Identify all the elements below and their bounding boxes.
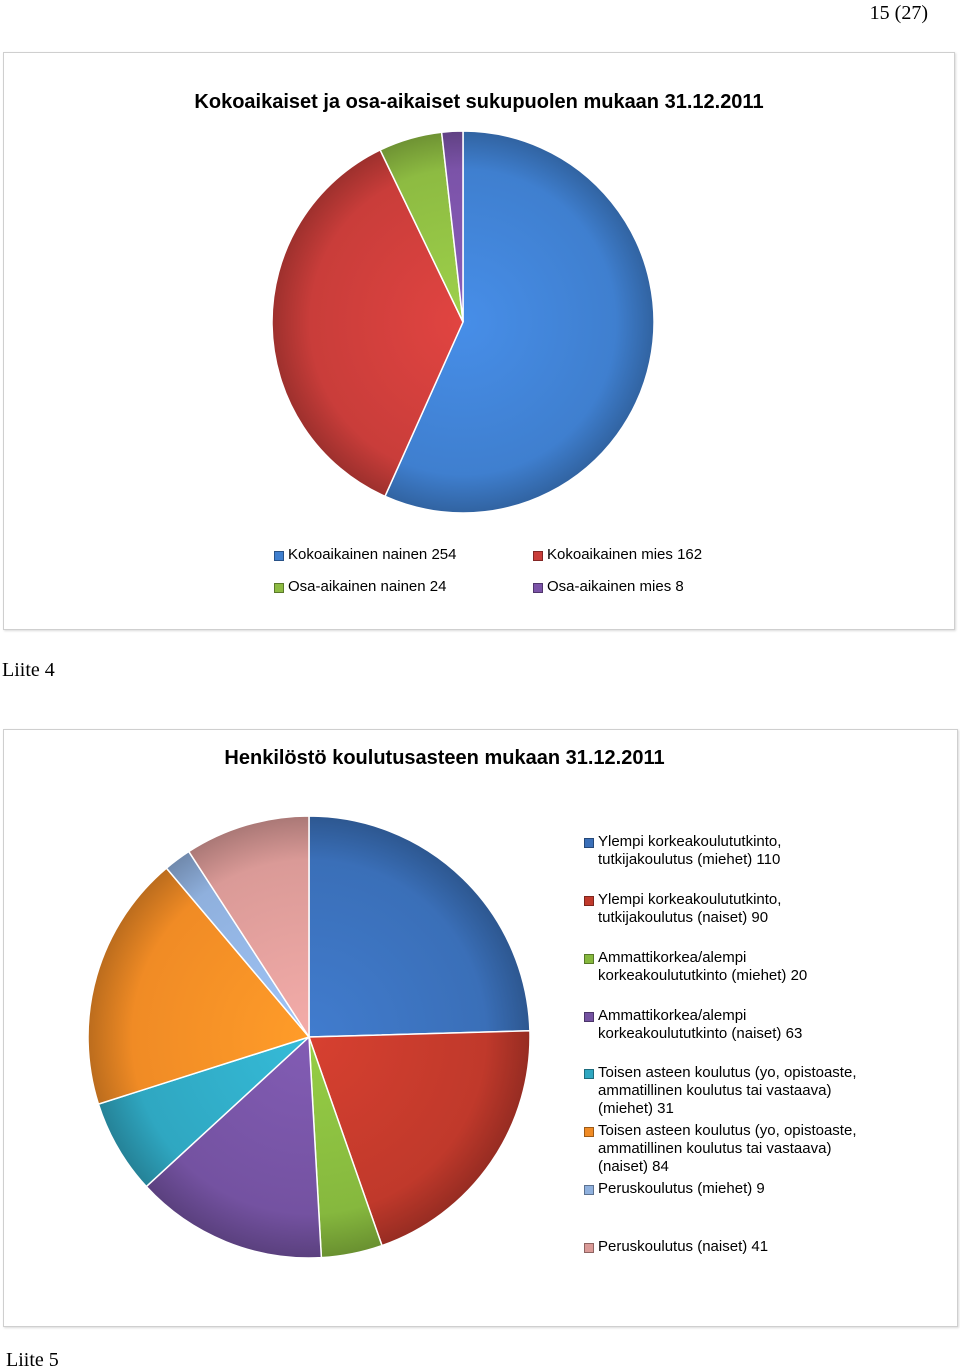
chart-education-level: Henkilöstö koulutusasteen mukaan 31.12.2… [3,729,958,1327]
chart2-slice-6 [87,867,311,1106]
chart2-legend-swatch-4 [584,1012,594,1022]
chart2-pie [87,815,531,1259]
chart2-legend-swatch-7 [584,1185,594,1195]
chart1-legend-label-2: Kokoaikainen mies 162 [547,546,703,563]
chart1-legend-label-4: Osa-aikainen mies 8 [547,578,684,595]
chart1-legend-swatch-4 [533,583,543,593]
chart2-legend-label-1: Ylempi korkeakoulututkinto, tutkijakoulu… [598,833,782,868]
chart1-legend-swatch-3 [274,583,284,593]
chart1-legend-label-1: Kokoaikainen nainen 254 [288,546,457,563]
chart2-legend-swatch-1 [584,838,594,848]
chart2-legend-label-2: Ylempi korkeakoulututkinto, tutkijakoulu… [598,891,782,926]
caption-liite-4: Liite 4 [2,659,55,681]
chart1-pie [271,130,655,514]
caption-liite-5: Liite 5 [6,1349,59,1371]
chart1-slice-4 [440,130,464,323]
chart2-legend-label-6: Toisen asteen koulutus (yo, opistoaste, … [598,1122,857,1175]
chart2-legend-label-3: Ammattikorkea/alempi korkeakoulututkinto… [598,949,808,984]
chart1-legend-swatch-1 [274,551,284,561]
chart1-legend-swatch-2 [533,551,543,561]
chart2-legend-swatch-6 [584,1127,594,1137]
chart2-slice-2 [307,1030,531,1247]
chart1-slice-2 [271,148,464,498]
chart2-slice-1 [308,815,531,1038]
chart2-legend-label-5: Toisen asteen koulutus (yo, opistoaste, … [598,1064,857,1117]
chart2-legend-swatch-2 [584,896,594,906]
chart-gender-employment: Kokoaikaiset ja osa-aikaiset sukupuolen … [3,52,955,630]
chart2-slice-8 [187,815,310,1040]
chart2-slice-4 [145,1035,323,1259]
chart2-legend-swatch-5 [584,1069,594,1079]
chart1-legend-label-3: Osa-aikainen nainen 24 [288,578,447,595]
chart1-slice-1 [383,130,655,514]
chart2-legend-label-4: Ammattikorkea/alempi korkeakoulututkinto… [598,1007,803,1042]
page-number: 15 (27) [869,2,928,24]
chart2-legend-swatch-8 [584,1243,594,1253]
chart1-title: Kokoaikaiset ja osa-aikaiset sukupuolen … [194,91,764,113]
chart2-title: Henkilöstö koulutusasteen mukaan 31.12.2… [224,747,665,769]
chart2-legend-swatch-3 [584,954,594,964]
chart2-legend-label-8: Peruskoulutus (naiset) 41 [598,1238,769,1255]
chart2-legend-label-7: Peruskoulutus (miehet) 9 [598,1180,765,1197]
